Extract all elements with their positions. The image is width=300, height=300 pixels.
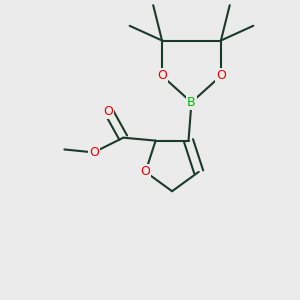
Text: O: O xyxy=(103,105,113,118)
Text: O: O xyxy=(89,146,99,159)
Text: O: O xyxy=(140,165,150,178)
Text: B: B xyxy=(187,96,196,109)
Text: O: O xyxy=(157,69,167,82)
Text: O: O xyxy=(216,69,226,82)
